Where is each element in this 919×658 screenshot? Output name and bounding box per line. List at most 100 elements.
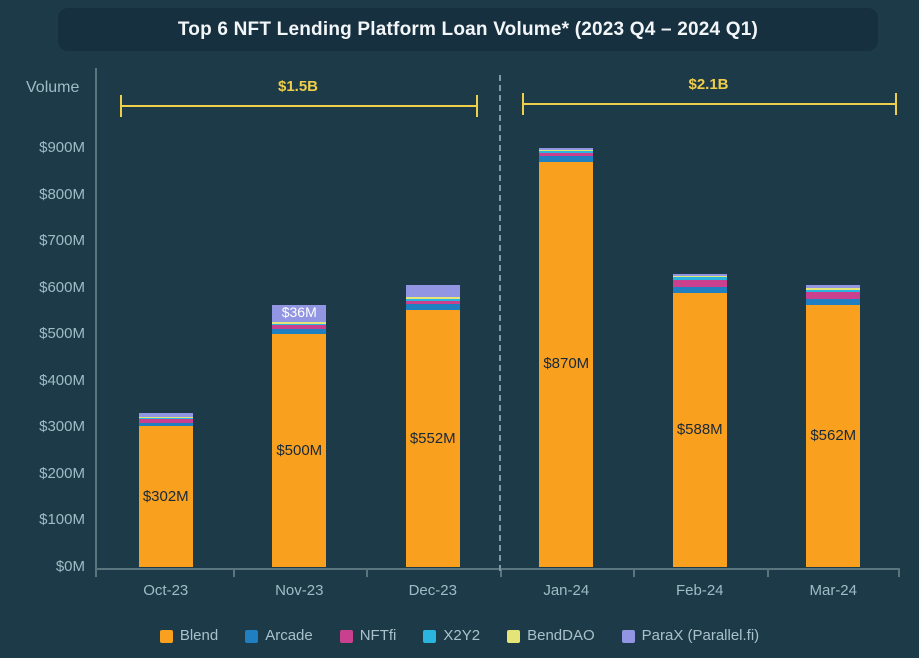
x-axis-tick xyxy=(766,568,769,577)
legend-item-blend: Blend xyxy=(159,627,219,644)
bar-segment-benddao-oct-23 xyxy=(138,416,193,418)
legend-label: BendDAO xyxy=(527,627,595,644)
bracket-2-1b-label: $2.1B xyxy=(688,76,729,93)
bar-segment-parax-parallel-fi-nov-23 xyxy=(272,304,327,322)
y-axis-tick-label: $600M xyxy=(39,278,85,296)
x-axis-tick xyxy=(366,568,368,577)
x-axis-line xyxy=(95,568,900,570)
bar-segment-parax-parallel-fi-oct-23 xyxy=(138,413,193,417)
x-axis-tick xyxy=(232,568,235,577)
bar-segment-x2y2-mar-24 xyxy=(806,289,861,292)
bar-segment-nftfi-mar-24 xyxy=(806,291,861,299)
bracket-1-5b-cap xyxy=(476,95,478,117)
legend-label: NFTfi xyxy=(359,627,397,644)
bar-segment-parax-parallel-fi-jan-24 xyxy=(539,148,594,151)
bar-segment-blend-jan-24 xyxy=(539,161,594,567)
bracket-1-5b-cap xyxy=(120,95,122,117)
bracket-1-5b-line xyxy=(120,105,476,107)
bar-value-label: $302M xyxy=(142,487,189,505)
y-axis-tick-label: $800M xyxy=(39,185,85,203)
bar-segment-parax-parallel-fi-dec-23 xyxy=(405,284,460,297)
bar-segment-arcade-mar-24 xyxy=(806,298,861,306)
x-axis-tick xyxy=(633,568,635,577)
bar-segment-nftfi-nov-23 xyxy=(272,324,327,329)
bar-segment-benddao-dec-23 xyxy=(405,296,460,299)
bar-segment-arcade-dec-23 xyxy=(405,304,460,310)
bar-value-label: $562M xyxy=(810,427,857,445)
chart-title-bar: Top 6 NFT Lending Platform Loan Volume* … xyxy=(58,8,878,51)
bar-value-label: $870M xyxy=(543,355,590,373)
x-axis-label-nov-23: Nov-23 xyxy=(275,582,324,599)
x-axis-label-oct-23: Oct-23 xyxy=(143,582,189,599)
legend-item-x2y2: X2Y2 xyxy=(423,628,480,644)
bar-segment-blend-dec-23 xyxy=(405,310,460,567)
bar-segment-parax-parallel-fi-feb-24 xyxy=(672,274,727,277)
legend-item-nftfi: NFTfi xyxy=(339,627,397,644)
bar-segment-blend-oct-23 xyxy=(138,426,193,567)
bar-segment-benddao-nov-23 xyxy=(272,321,327,324)
legend-swatch-benddao xyxy=(507,629,521,643)
bar-segment-blend-feb-24 xyxy=(672,293,727,567)
x-axis-tick xyxy=(499,568,502,577)
bar-segment-x2y2-oct-23 xyxy=(138,417,193,419)
bar-segment-x2y2-dec-23 xyxy=(405,298,460,301)
legend-swatch-arcade xyxy=(245,629,259,643)
x-axis-tick xyxy=(95,568,97,577)
y-axis-tick-label: $300M xyxy=(39,418,85,436)
bracket-2-1b-line xyxy=(522,103,895,105)
legend-label: Arcade xyxy=(265,627,313,644)
bar-segment-benddao-jan-24 xyxy=(539,150,594,152)
legend-label: Blend xyxy=(179,627,219,644)
quarter-divider-line xyxy=(499,75,501,571)
legend-swatch-blend xyxy=(159,629,173,643)
bar-segment-x2y2-jan-24 xyxy=(539,151,594,153)
y-axis-tick-label: $900M xyxy=(39,139,85,156)
parax-value-label: $36M xyxy=(281,304,317,321)
y-axis-tick-label: $0M xyxy=(55,558,85,575)
x-axis-label-dec-23: Dec-23 xyxy=(408,582,457,599)
bar-segment-parax-parallel-fi-mar-24 xyxy=(806,285,861,288)
bar-segment-x2y2-nov-23 xyxy=(272,323,327,325)
legend-item-arcade: Arcade xyxy=(245,628,313,644)
y-axis-tick-label: $700M xyxy=(39,232,85,250)
bar-value-label: $588M xyxy=(676,421,723,439)
chart-title: Top 6 NFT Lending Platform Loan Volume* … xyxy=(177,18,759,40)
legend-label: ParaX (Parallel.fi) xyxy=(641,627,760,644)
bar-segment-blend-nov-23 xyxy=(272,334,327,567)
y-axis-title: Volume xyxy=(26,79,80,96)
bar-segment-benddao-mar-24 xyxy=(806,287,861,290)
bar-segment-arcade-feb-24 xyxy=(672,286,727,294)
bar-segment-nftfi-feb-24 xyxy=(672,279,727,287)
legend-label: X2Y2 xyxy=(443,627,481,644)
y-axis-line xyxy=(95,68,97,569)
legend-item-parax-parallel-fi: ParaX (Parallel.fi) xyxy=(621,627,760,644)
bar-segment-x2y2-feb-24 xyxy=(672,276,727,280)
bracket-2-1b-cap xyxy=(895,93,897,115)
y-axis-tick-label: $500M xyxy=(39,325,85,343)
bar-value-label: $552M xyxy=(409,429,456,447)
y-axis-tick-label: $200M xyxy=(39,464,85,482)
legend-swatch-parax-parallel-fi xyxy=(621,629,635,643)
legend-item-benddao: BendDAO xyxy=(507,628,595,644)
legend: Blend Arcade NFTfi X2Y2 BendDAO ParaX (Parall… xyxy=(0,621,919,651)
bar-segment-nftfi-jan-24 xyxy=(539,152,594,157)
x-axis-label-mar-24: Mar-24 xyxy=(809,582,857,599)
legend-swatch-nftfi xyxy=(339,629,353,643)
bar-segment-nftfi-oct-23 xyxy=(138,418,193,423)
bracket-1-5b-label: $1.5B xyxy=(277,78,319,95)
bar-value-label: $500M xyxy=(276,441,323,459)
y-axis-tick-label: $400M xyxy=(39,371,85,389)
legend-swatch-x2y2 xyxy=(423,629,437,643)
bar-segment-arcade-nov-23 xyxy=(272,328,327,335)
y-axis-tick-label: $100M xyxy=(39,511,85,529)
bar-segment-nftfi-dec-23 xyxy=(405,300,460,305)
bar-segment-arcade-jan-24 xyxy=(539,156,594,162)
bar-segment-benddao-feb-24 xyxy=(672,276,727,277)
bracket-2-1b-cap xyxy=(522,93,524,115)
x-axis-label-feb-24: Feb-24 xyxy=(675,582,724,599)
bar-segment-blend-mar-24 xyxy=(806,305,861,567)
bar-segment-arcade-oct-23 xyxy=(138,422,193,427)
x-axis-tick xyxy=(898,568,900,577)
x-axis-label-jan-24: Jan-24 xyxy=(543,582,590,599)
